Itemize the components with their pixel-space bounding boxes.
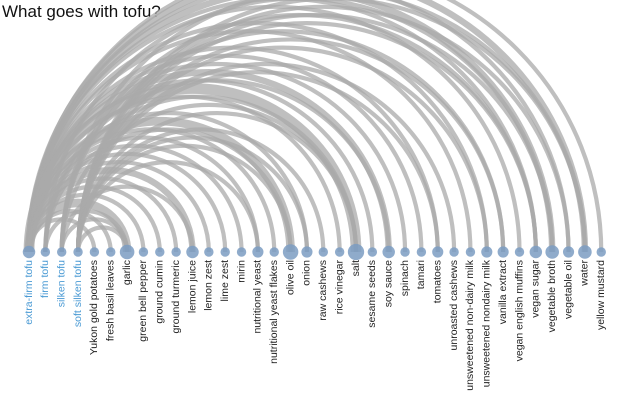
node-label-green-bell-pepper: green bell pepper xyxy=(137,260,149,342)
node-spinach[interactable] xyxy=(400,247,410,257)
node-label-nutritional-yeast: nutritional yeast xyxy=(252,260,264,334)
node-rice-vinegar[interactable] xyxy=(334,247,345,257)
node-onion[interactable] xyxy=(301,246,313,258)
node-yellow-mustard[interactable] xyxy=(596,247,606,257)
node-water[interactable] xyxy=(578,245,592,259)
node-fresh-basil-leaves[interactable] xyxy=(106,247,116,257)
node-garlic[interactable] xyxy=(119,244,135,260)
node-silken-tofu[interactable] xyxy=(57,247,67,257)
node-tomatoes[interactable] xyxy=(432,246,444,258)
node-label-vegetable-oil: vegetable oil xyxy=(562,260,574,319)
node-label-silken-tofu: silken tofu xyxy=(55,260,67,307)
node-label-sesame-seeds: sesame seeds xyxy=(366,260,378,328)
node-layer xyxy=(22,243,606,261)
node-vegan-sugar[interactable] xyxy=(529,245,543,259)
node-label-firm-tofu: firm tofu xyxy=(39,260,51,298)
node-nutritional-yeast-flakes[interactable] xyxy=(269,247,279,257)
node-label-raw-cashews: raw cashews xyxy=(317,260,329,321)
node-label-vegetable-broth: vegetable broth xyxy=(546,260,558,333)
node-label-soy-sauce: soy sauce xyxy=(382,260,394,307)
node-label-lemon-zest: lemon zest xyxy=(203,260,215,311)
node-vegetable-oil[interactable] xyxy=(562,246,575,258)
node-label-unsweetened-nondairy-milk: unsweetened nondairy milk xyxy=(481,259,493,387)
node-label-vegan-sugar: vegan sugar xyxy=(530,260,542,318)
node-olive-oil[interactable] xyxy=(282,244,299,260)
node-soy-sauce[interactable] xyxy=(382,245,395,259)
node-label-olive-oil: olive oil xyxy=(284,260,296,295)
node-label-fresh-basil-leaves: fresh basil leaves xyxy=(105,260,117,341)
node-tamari[interactable] xyxy=(416,247,427,257)
arc-extra-firm-tofu-yukon-gold-potatoes xyxy=(26,217,97,253)
node-label-spinach: spinach xyxy=(399,260,411,296)
node-ground-cumin[interactable] xyxy=(155,247,165,257)
node-label-tamari: tamari xyxy=(415,260,427,289)
node-label-yukon-gold-potatoes: Yukon gold potatoes xyxy=(88,260,100,355)
node-label-ground-cumin: ground cumin xyxy=(154,260,166,324)
node-extra-firm-tofu[interactable] xyxy=(22,245,36,259)
node-label-vanilla-extract: vanilla extract xyxy=(497,260,509,324)
node-label-ground-turmeric: ground turmeric xyxy=(170,260,182,334)
node-yukon-gold-potatoes[interactable] xyxy=(89,247,100,257)
node-ground-turmeric[interactable] xyxy=(171,247,181,257)
label-layer: extra-firm tofu firm tofu silken tofu soft … xyxy=(23,259,607,390)
node-label-unroasted-cashews: unroasted cashews xyxy=(448,260,460,350)
node-vegetable-broth[interactable] xyxy=(545,245,559,259)
node-label-rice-vinegar: rice vinegar xyxy=(333,260,345,315)
node-label-garlic: garlic xyxy=(121,260,133,285)
chart-title: What goes with tofu? xyxy=(2,2,161,21)
node-label-lemon-juice: lemon juice xyxy=(186,260,198,313)
node-salt[interactable] xyxy=(347,243,365,261)
node-vegan-english-muffins[interactable] xyxy=(514,247,525,257)
node-sesame-seeds[interactable] xyxy=(367,247,378,257)
node-label-extra-firm-tofu: extra-firm tofu xyxy=(23,260,35,325)
arc-soft-silken-tofu-garlic xyxy=(75,225,130,253)
node-label-vegan-english-muffins: vegan english muffins xyxy=(513,260,525,361)
node-nutritional-yeast[interactable] xyxy=(252,246,264,258)
node-soft-silken-tofu[interactable] xyxy=(73,247,83,257)
node-label-salt: salt xyxy=(350,260,362,276)
node-lemon-juice[interactable] xyxy=(186,245,199,259)
node-green-bell-pepper[interactable] xyxy=(138,247,149,257)
node-label-nutritional-yeast-flakes: nutritional yeast flakes xyxy=(268,260,280,364)
node-raw-cashews[interactable] xyxy=(318,247,328,257)
node-label-tomatoes: tomatoes xyxy=(432,260,444,303)
node-label-lime-zest: lime zest xyxy=(219,260,231,302)
node-label-unsweetened-non-dairy-milk: unsweetened non-dairy milk xyxy=(464,259,476,390)
node-firm-tofu[interactable] xyxy=(40,247,51,257)
node-label-mirin: mirin xyxy=(235,260,247,283)
node-label-soft-silken-tofu: soft silken tofu xyxy=(72,260,84,327)
node-lemon-zest[interactable] xyxy=(204,247,214,257)
arc-layer xyxy=(23,0,604,253)
node-unroasted-cashews[interactable] xyxy=(449,247,459,257)
node-label-water: water xyxy=(579,260,591,287)
node-unsweetened-non-dairy-milk[interactable] xyxy=(465,247,476,257)
node-mirin[interactable] xyxy=(236,247,247,257)
node-label-yellow-mustard: yellow mustard xyxy=(595,260,607,330)
arc-silken-tofu-lemon-juice xyxy=(59,184,195,253)
node-lime-zest[interactable] xyxy=(220,247,230,257)
node-vanilla-extract[interactable] xyxy=(497,246,509,258)
node-unsweetened-nondairy-milk[interactable] xyxy=(481,246,493,258)
node-label-onion: onion xyxy=(301,260,313,286)
